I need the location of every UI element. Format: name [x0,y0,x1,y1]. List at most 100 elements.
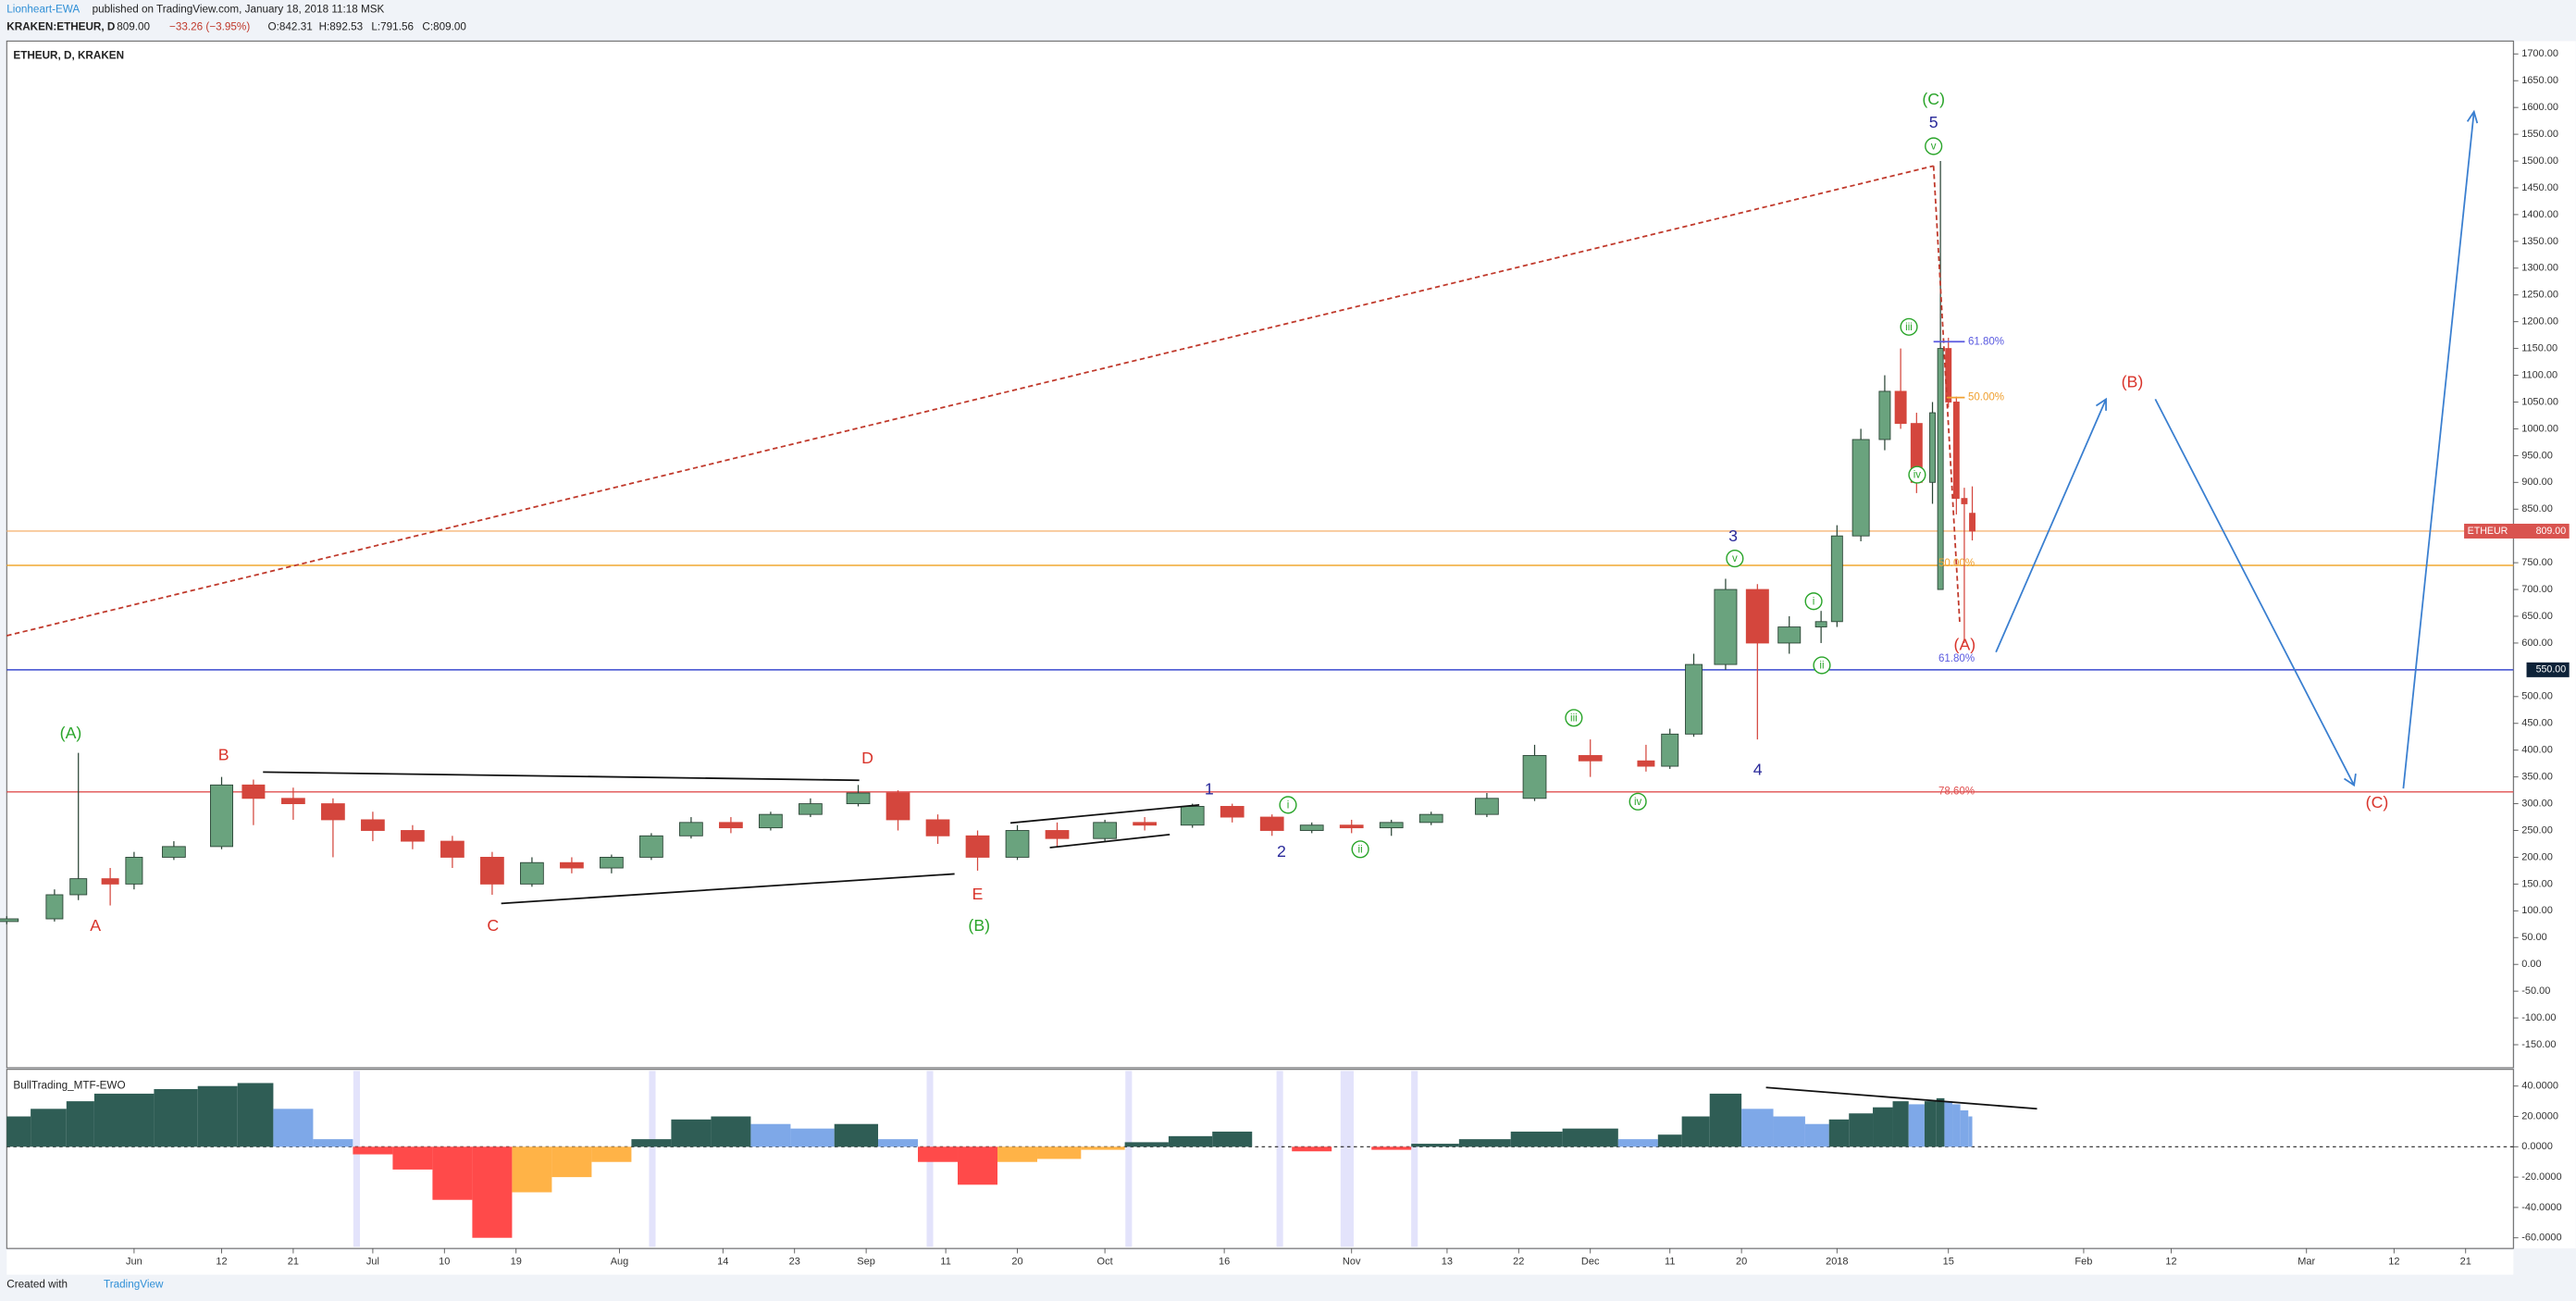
candle-body [846,792,871,805]
price-tag-value: 809.00 [2536,526,2567,537]
y-tick-label: 250.00 [2521,824,2553,836]
low: L:791.56 [371,20,414,32]
indicator-pane [6,1069,2514,1249]
wave-circle [1804,592,1823,611]
ewo-bar [918,1146,959,1162]
ewo-bar [1081,1146,1125,1150]
ewo-bar [313,1139,353,1147]
candle-body [361,819,385,831]
projection-arrow [1995,397,2107,653]
y2-tick-label: 0.0000 [2521,1141,2553,1152]
wave-circle [1925,137,1943,155]
price-tag [2464,523,2570,539]
band [1411,1071,1418,1247]
candle-body [1894,390,1907,425]
wave-label: iii [1570,712,1578,724]
candle-body [1952,402,1960,500]
x-tick-label: 20 [1011,1256,1022,1267]
footer-created: Created with [6,1278,68,1290]
candle-body [321,803,345,821]
ewo-bar [1371,1146,1412,1150]
wave-label: A [90,916,101,935]
x-tick-label: Jul [366,1256,379,1267]
wave-label: iii [1905,322,1913,333]
band [1340,1071,1355,1247]
candle-body [1180,806,1205,826]
indicator-title: BullTrading_MTF-EWO [13,1080,125,1092]
ewo-bar [790,1128,835,1147]
ewo-bar [1741,1109,1774,1147]
drawings [6,109,2479,1110]
y-tick-label: 200.00 [2521,851,2553,862]
y-tick-label: 650.00 [2521,611,2553,622]
y-tick-label: 1250.00 [2521,290,2558,301]
divergence-line [1765,1086,2037,1110]
candle-body [1299,824,1324,831]
y-tick-label: 1400.00 [2521,209,2558,220]
wave-label: ii [1358,844,1363,855]
author[interactable]: Lionheart-EWA [6,4,80,16]
price-axis [2515,41,2576,1249]
ewo-bar [472,1146,513,1238]
candle-body [965,835,990,858]
ewo-bar [1037,1146,1082,1159]
y2-tick-label: -40.0000 [2521,1202,2561,1213]
y-tick-label: 950.00 [2521,450,2553,461]
wave-label: i [1813,596,1815,607]
x-tick-label: Mar [2297,1256,2315,1267]
wave-circle [1279,796,1297,814]
x-tick-label: 12 [2388,1256,2399,1267]
ewo-bar [591,1146,632,1162]
published: published on TradingView.com, January 18… [93,4,385,16]
y-tick-label: 0.00 [2521,959,2541,970]
ewo-bar [1828,1119,1850,1147]
x-tick-label: 16 [1219,1256,1230,1267]
y-tick-label: -150.00 [2521,1039,2556,1050]
x-tick-label: 12 [2165,1256,2176,1267]
wave-label: D [861,749,873,767]
y-tick-label: 1000.00 [2521,423,2558,434]
x-tick-label: Aug [611,1256,629,1267]
y-tick-label: 1300.00 [2521,263,2558,274]
x-tick-label: 2018 [1826,1256,1848,1267]
layers: 1700.001650.001600.001550.001500.001450.… [0,48,2570,1267]
wave-label: (C) [1922,90,1945,108]
band [353,1071,360,1247]
wave-circle [1908,465,1926,484]
x-tick-label: 22 [1513,1256,1524,1267]
ewo-bar [1773,1116,1805,1147]
y2-tick-label: -20.0000 [2521,1171,2561,1183]
close: C:809.00 [422,20,466,32]
y-tick-label: 1150.00 [2521,343,2557,354]
ewo-bar [1411,1144,1459,1147]
candle-body [1220,806,1245,818]
ewo-bar [1849,1113,1874,1147]
y-tick-label: 1650.00 [2521,75,2558,86]
y-tick-label: 1500.00 [2521,155,2558,167]
x-tick-label: 21 [288,1256,299,1267]
wave-label: iv [1634,797,1642,808]
band [1125,1071,1133,1247]
candle-body [1969,513,1975,532]
ewo-bar [1681,1116,1710,1147]
wave-label: (A) [60,724,82,742]
wave-circle [1629,792,1647,811]
fib-label: 50.00% [1968,392,2004,403]
ewo-bar [1908,1104,1925,1147]
trendline [263,771,860,782]
candle-body [719,822,743,829]
price-tag-name: ETHEUR [2468,526,2508,537]
y-tick-label: 1700.00 [2521,48,2558,59]
wave-label: 5 [1929,113,1938,131]
footer-brand[interactable]: TradingView [104,1278,164,1290]
x-tick-label: 11 [940,1256,950,1267]
ewo-bar [551,1146,592,1178]
trendline [501,873,955,905]
candle-body [45,894,64,920]
ewo-bar [1510,1131,1563,1147]
change: −33.26 (−3.95%) [169,20,250,32]
ewo-bar [1657,1134,1682,1147]
candle-body [125,857,143,885]
candle-body [639,835,663,858]
